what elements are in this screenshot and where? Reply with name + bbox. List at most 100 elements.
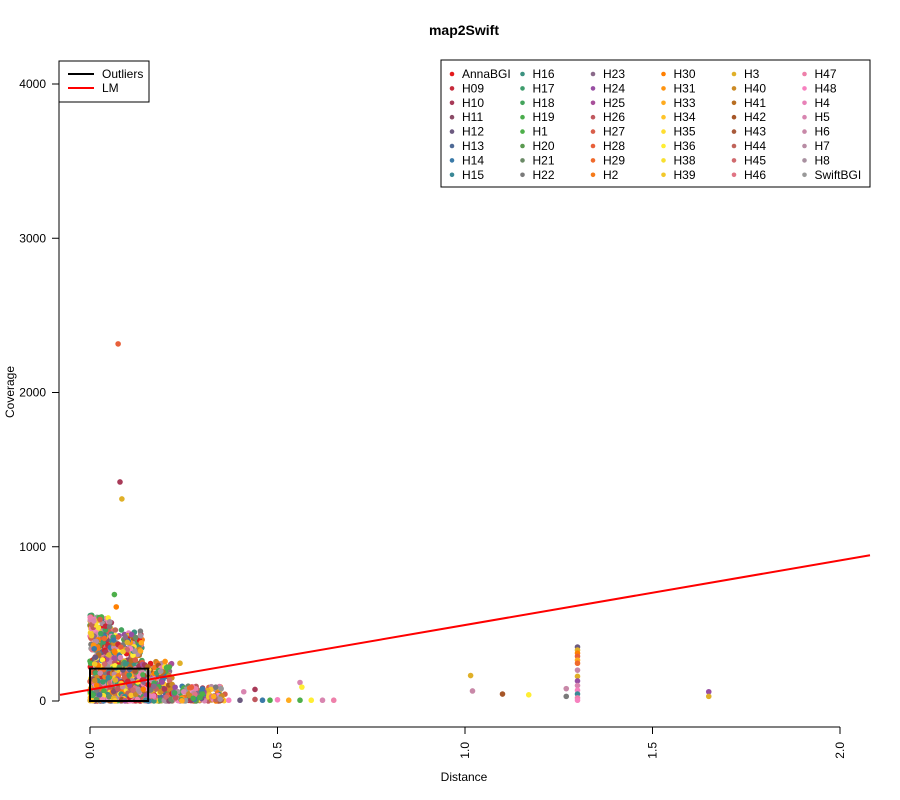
data-point (574, 691, 581, 697)
legend-label: H23 (603, 67, 625, 81)
data-point (96, 692, 103, 698)
legend-label-lm: LM (102, 81, 119, 95)
legend-swatch (661, 100, 666, 106)
legend-swatch (731, 71, 737, 77)
data-point (112, 649, 118, 656)
data-point (114, 686, 121, 692)
data-point (130, 687, 136, 693)
legend-swatch (731, 100, 737, 106)
data-point (91, 618, 97, 624)
data-point (91, 677, 98, 684)
legend-label: H20 (533, 139, 555, 153)
legend-swatch (449, 71, 455, 77)
data-point (89, 692, 96, 699)
data-point (130, 652, 136, 659)
legend-swatch (731, 158, 737, 163)
data-point (132, 657, 139, 663)
data-point (499, 691, 506, 697)
data-point (574, 687, 581, 694)
x-tick-label: 2.0 (833, 742, 847, 759)
legend-label: H48 (815, 81, 837, 95)
data-point (137, 632, 144, 639)
legend-swatch (731, 86, 737, 91)
legend-swatch (802, 143, 807, 149)
data-point (574, 678, 581, 684)
data-point (274, 696, 281, 703)
data-point (163, 664, 170, 671)
legend-label: H19 (533, 110, 555, 124)
data-point (574, 673, 581, 680)
legend-swatch (661, 71, 666, 77)
data-point (157, 668, 164, 675)
legend-swatch (661, 143, 666, 149)
legend-label: H24 (603, 81, 625, 95)
legend-label: H33 (674, 96, 696, 110)
legend-label: H09 (462, 81, 484, 95)
legend-label: H10 (462, 96, 484, 110)
legend-swatch (520, 129, 525, 134)
data-point (99, 657, 106, 663)
data-point (467, 672, 474, 679)
data-point (252, 696, 258, 703)
data-point (91, 645, 97, 652)
data-point (525, 692, 532, 698)
legend-swatch (661, 86, 666, 91)
legend-label: H17 (533, 81, 555, 95)
data-point (113, 604, 120, 610)
data-point (122, 661, 129, 667)
legend-label: AnnaBGI (462, 67, 511, 81)
x-axis-ticks: 0.0 0.5 1.0 1.5 2.0 (83, 727, 847, 759)
legend-label: H25 (603, 96, 625, 110)
legend-label: H26 (603, 110, 625, 124)
y-axis-label: Coverage (3, 366, 17, 418)
data-point (308, 697, 315, 704)
data-point (140, 686, 147, 693)
legend-swatch (520, 86, 525, 91)
data-point (98, 630, 104, 637)
legend-swatch (520, 71, 525, 77)
data-point (131, 648, 138, 654)
data-point (122, 634, 129, 640)
legend-swatch (520, 100, 525, 106)
data-point (705, 688, 712, 695)
data-point (87, 614, 94, 621)
data-point (297, 697, 303, 704)
data-point (212, 684, 219, 690)
data-point (252, 686, 258, 693)
legend-label: H45 (744, 153, 766, 167)
legend-label: H12 (462, 125, 484, 139)
legend-swatch (449, 129, 455, 134)
legend-label: H18 (533, 96, 555, 110)
legend-swatch (661, 129, 666, 134)
data-point (118, 644, 124, 650)
data-point (117, 479, 123, 485)
legend-swatch (661, 114, 666, 120)
legend-label: H42 (744, 110, 766, 124)
legend-swatch (590, 100, 596, 106)
legend-label: H7 (815, 139, 831, 153)
y-tick-label: 0 (39, 694, 46, 708)
data-point (210, 693, 217, 700)
legend-label: H39 (674, 168, 696, 182)
legend-label: H11 (462, 110, 483, 124)
legend-label: H6 (815, 125, 831, 139)
legend-label: H4 (815, 96, 831, 110)
legend-swatch (520, 172, 525, 178)
y-tick-label: 1000 (19, 540, 46, 554)
legend-label: H22 (533, 168, 555, 182)
x-tick-label: 1.0 (458, 742, 472, 759)
legend-swatch (731, 129, 737, 134)
data-point (128, 631, 135, 638)
data-point (140, 671, 146, 678)
data-point (217, 696, 223, 702)
data-point (574, 697, 581, 704)
x-tick-label: 1.5 (646, 742, 660, 759)
data-point (106, 623, 113, 630)
data-points (87, 341, 712, 704)
x-tick-label: 0.0 (83, 742, 97, 759)
legend-label: H3 (744, 67, 760, 81)
legend-label: H46 (744, 168, 766, 182)
legend-label: H14 (462, 153, 484, 167)
